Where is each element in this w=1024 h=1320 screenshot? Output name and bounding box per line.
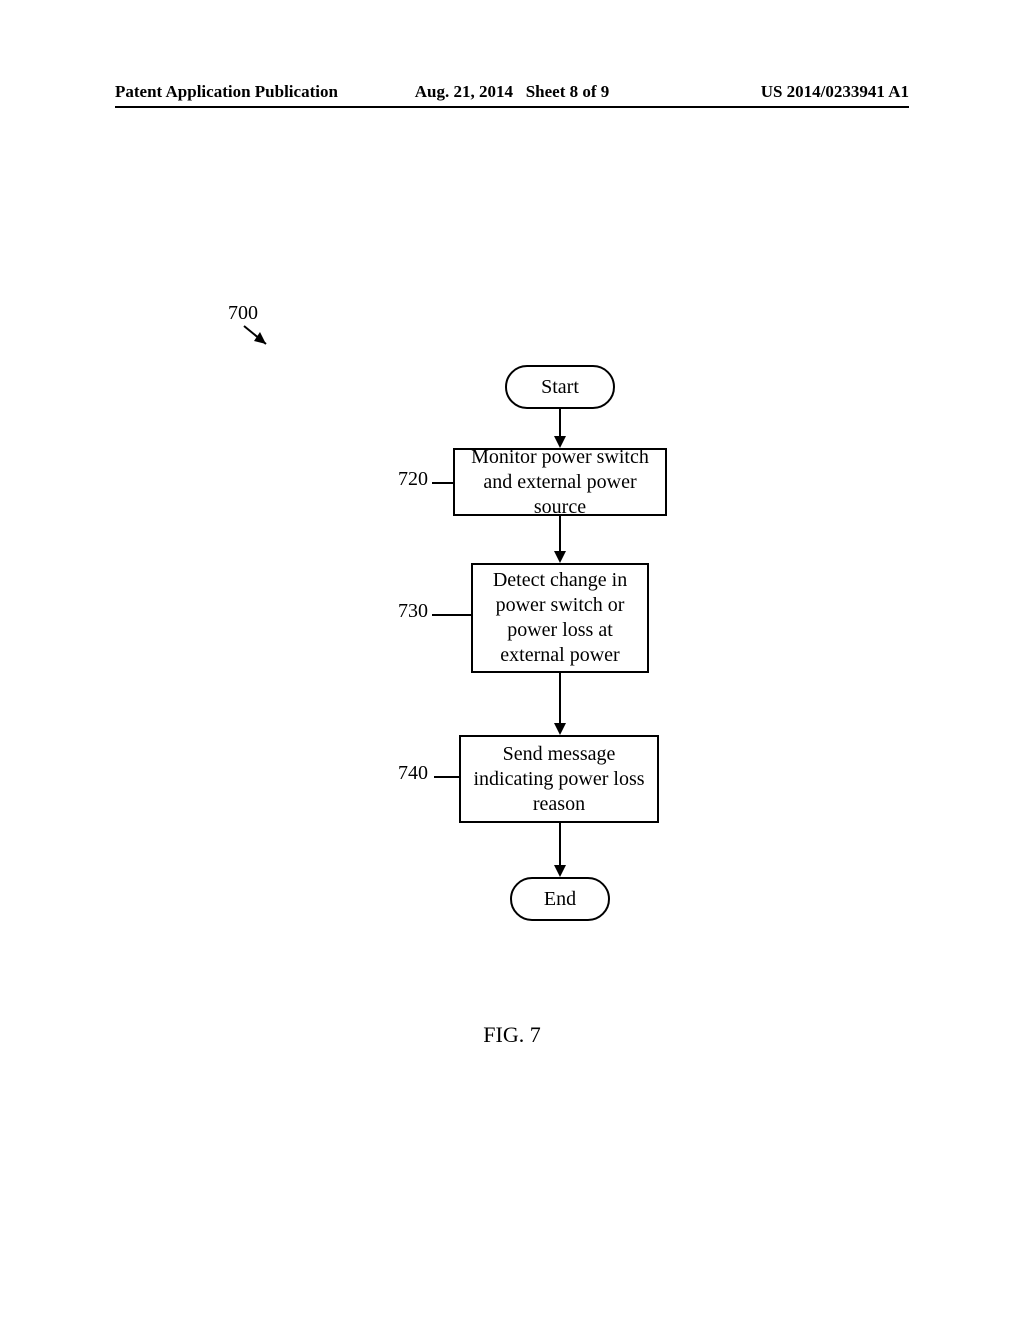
connector-line bbox=[559, 409, 561, 438]
header-rule bbox=[115, 106, 909, 108]
arrowhead-icon bbox=[554, 865, 566, 877]
flowchart-end: End bbox=[510, 877, 610, 921]
connector-line bbox=[559, 823, 561, 867]
step-730-text: Detect change in power switch or power l… bbox=[483, 568, 637, 668]
step-label-740: 740 bbox=[398, 762, 428, 785]
leader-740 bbox=[434, 776, 459, 778]
step-720-text: Monitor power switch and external power … bbox=[465, 445, 655, 520]
header-sheet: Sheet 8 of 9 bbox=[526, 82, 610, 101]
figure-caption: FIG. 7 bbox=[483, 1022, 540, 1048]
figure-ref-arrow-icon bbox=[240, 322, 274, 352]
step-label-730: 730 bbox=[398, 600, 428, 623]
arrowhead-icon bbox=[554, 551, 566, 563]
step-label-720: 720 bbox=[398, 468, 428, 491]
arrowhead-icon bbox=[554, 436, 566, 448]
header-middle: Aug. 21, 2014 Sheet 8 of 9 bbox=[415, 82, 610, 102]
header-date: Aug. 21, 2014 bbox=[415, 82, 513, 101]
start-label: Start bbox=[541, 376, 579, 399]
arrowhead-icon bbox=[554, 723, 566, 735]
connector-line bbox=[559, 673, 561, 725]
step-740-text: Send message indicating power loss reaso… bbox=[471, 742, 647, 817]
flowchart-step-720: Monitor power switch and external power … bbox=[453, 448, 667, 516]
leader-720 bbox=[432, 482, 453, 484]
header-right: US 2014/0233941 A1 bbox=[761, 82, 909, 102]
header-left: Patent Application Publication bbox=[115, 82, 338, 102]
end-label: End bbox=[544, 888, 576, 911]
flowchart-start: Start bbox=[505, 365, 615, 409]
patent-page: Patent Application Publication Aug. 21, … bbox=[0, 0, 1024, 1320]
leader-730 bbox=[432, 614, 471, 616]
flowchart-step-730: Detect change in power switch or power l… bbox=[471, 563, 649, 673]
connector-line bbox=[559, 516, 561, 553]
flowchart-step-740: Send message indicating power loss reaso… bbox=[459, 735, 659, 823]
